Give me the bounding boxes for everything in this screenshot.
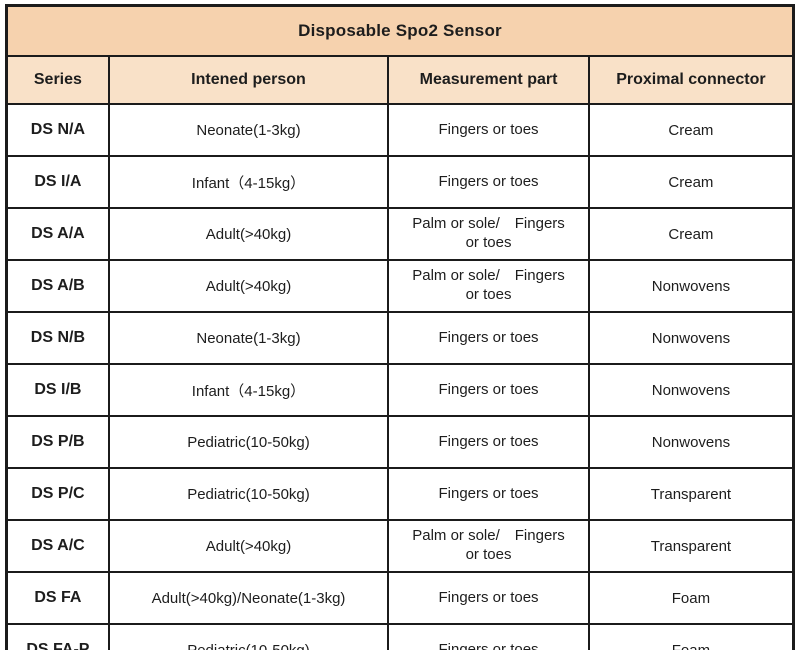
intended-person-cell: Adult(>40kg): [107, 207, 390, 261]
table-row: DS N/B Neonate(1-3kg) Fingers or toes Nonwo…: [5, 311, 795, 365]
table-row: DS I/A Infant（4-15kg） Fingers or toes Cream: [5, 155, 795, 209]
table-row: DS FA-P Pediatric(10-50kg) Fingers or toes…: [5, 623, 795, 650]
measurement-part-cell: Fingers or toes: [387, 571, 590, 625]
col-header-measurement-part: Measurement part: [387, 55, 590, 105]
series-cell: DS A/C: [5, 519, 110, 573]
proximal-connector-cell: Transparent: [587, 467, 795, 521]
proximal-connector-cell: Nonwovens: [587, 415, 795, 469]
measurement-part-cell: Fingers or toes: [387, 103, 590, 157]
measurement-part-cell: Fingers or toes: [387, 415, 590, 469]
table-row: DS FA Adult(>40kg)/Neonate(1-3kg) Fingers …: [5, 571, 795, 625]
proximal-connector-cell: Nonwovens: [587, 259, 795, 313]
intended-person-cell: Pediatric(10-50kg): [107, 467, 390, 521]
series-cell: DS P/C: [5, 467, 110, 521]
col-header-proximal-connector: Proximal connector: [587, 55, 795, 105]
proximal-connector-cell: Nonwovens: [587, 363, 795, 417]
table-body: DS N/A Neonate(1-3kg) Fingers or toes Cream…: [5, 103, 795, 650]
intended-person-cell: Neonate(1-3kg): [107, 311, 390, 365]
intended-person-cell: Infant（4-15kg）: [107, 363, 390, 417]
series-cell: DS N/A: [5, 103, 110, 157]
series-cell: DS I/B: [5, 363, 110, 417]
measurement-part-cell: Palm or sole/ Fingers or toes: [387, 259, 590, 313]
series-cell: DS A/B: [5, 259, 110, 313]
table-row: DS N/A Neonate(1-3kg) Fingers or toes Cream: [5, 103, 795, 157]
table-row: DS P/B Pediatric(10-50kg) Fingers or toes N…: [5, 415, 795, 469]
proximal-connector-cell: Transparent: [587, 519, 795, 573]
series-cell: DS FA-P: [5, 623, 110, 650]
table-row: DS A/C Adult(>40kg) Palm or sole/ Fingers …: [5, 519, 795, 573]
intended-person-cell: Infant（4-15kg）: [107, 155, 390, 209]
measurement-part-cell: Fingers or toes: [387, 155, 590, 209]
series-cell: DS N/B: [5, 311, 110, 365]
column-header-row: Series Intened person Measurement part P…: [5, 55, 795, 105]
intended-person-cell: Adult(>40kg)/Neonate(1-3kg): [107, 571, 390, 625]
intended-person-cell: Neonate(1-3kg): [107, 103, 390, 157]
proximal-connector-cell: Foam: [587, 571, 795, 625]
intended-person-cell: Pediatric(10-50kg): [107, 623, 390, 650]
intended-person-cell: Adult(>40kg): [107, 259, 390, 313]
measurement-part-cell: Fingers or toes: [387, 467, 590, 521]
measurement-part-cell: Palm or sole/ Fingers or toes: [387, 519, 590, 573]
proximal-connector-cell: Cream: [587, 207, 795, 261]
proximal-connector-cell: Cream: [587, 103, 795, 157]
series-cell: DS FA: [5, 571, 110, 625]
series-cell: DS A/A: [5, 207, 110, 261]
measurement-part-cell: Palm or sole/ Fingers or toes: [387, 207, 590, 261]
table-row: DS I/B Infant（4-15kg） Fingers or toes Nonwo…: [5, 363, 795, 417]
col-header-intended-person: Intened person: [107, 55, 390, 105]
table-row: DS A/B Adult(>40kg) Palm or sole/ Fingers …: [5, 259, 795, 313]
proximal-connector-cell: Nonwovens: [587, 311, 795, 365]
proximal-connector-cell: Cream: [587, 155, 795, 209]
table-row: DS P/C Pediatric(10-50kg) Fingers or toes T…: [5, 467, 795, 521]
measurement-part-cell: Fingers or toes: [387, 363, 590, 417]
intended-person-cell: Adult(>40kg): [107, 519, 390, 573]
table-row: DS A/A Adult(>40kg) Palm or sole/ Fingers …: [5, 207, 795, 261]
spo2-sensor-table: Disposable Spo2 Sensor Series Intened pe…: [5, 4, 795, 650]
col-header-series: Series: [5, 55, 110, 105]
table-title: Disposable Spo2 Sensor: [5, 4, 795, 57]
measurement-part-cell: Fingers or toes: [387, 623, 590, 650]
table-title-row: Disposable Spo2 Sensor: [5, 4, 795, 57]
intended-person-cell: Pediatric(10-50kg): [107, 415, 390, 469]
proximal-connector-cell: Foam: [587, 623, 795, 650]
series-cell: DS P/B: [5, 415, 110, 469]
series-cell: DS I/A: [5, 155, 110, 209]
measurement-part-cell: Fingers or toes: [387, 311, 590, 365]
